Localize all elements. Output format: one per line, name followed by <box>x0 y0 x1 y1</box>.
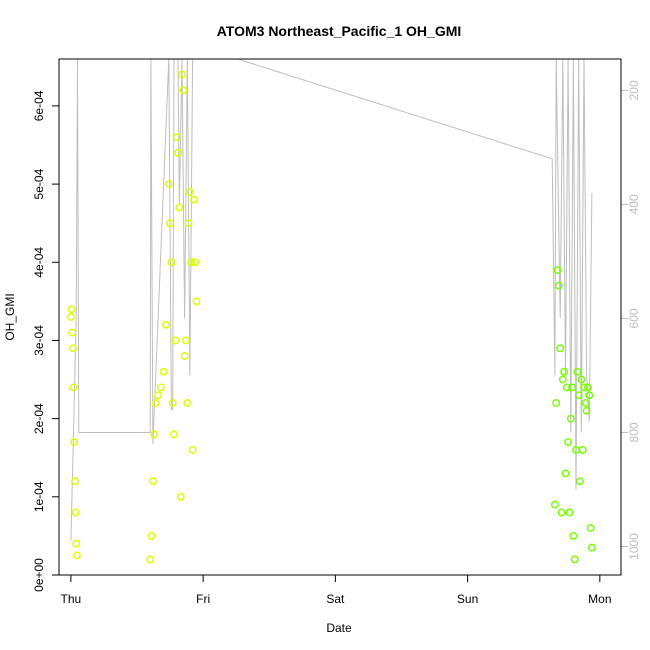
data-point-s1-p28 <box>189 195 198 204</box>
data-point-s2-p25 <box>583 383 592 392</box>
y2-tick-label-3: 800 <box>627 422 641 442</box>
data-point-s1-p27 <box>188 445 197 454</box>
y-axis-label: OH_GMI <box>3 293 17 340</box>
data-point-s2-p21 <box>578 445 587 454</box>
data-point-s2-p20 <box>577 375 586 384</box>
points-layer <box>66 70 596 564</box>
data-point-s1-p30 <box>192 297 201 306</box>
data-point-s2-p7 <box>560 367 569 376</box>
data-point-s1-p23 <box>183 399 192 407</box>
data-point-s0-p0 <box>66 313 75 321</box>
x-tick-label-2: Sat <box>326 592 345 606</box>
data-point-s1-p20 <box>179 86 188 95</box>
data-point-s1-p2 <box>148 477 157 486</box>
data-point-s2-p5 <box>557 508 566 517</box>
data-point-s1-p9 <box>164 180 173 189</box>
data-point-s1-p15 <box>172 133 181 142</box>
data-point-s2-p8 <box>561 469 570 478</box>
y-tick-label-4: 4e-04 <box>32 247 46 278</box>
data-point-s1-p1 <box>147 531 156 540</box>
x-tick-label-3: Sun <box>457 592 478 606</box>
data-point-s0-p8 <box>72 539 81 548</box>
data-point-s2-p11 <box>565 508 574 517</box>
x-axis-label: Date <box>326 621 352 635</box>
data-point-s2-p14 <box>569 531 578 540</box>
data-point-s1-p5 <box>154 391 163 400</box>
data-point-s2-p27 <box>586 524 595 533</box>
x-tick-label-1: Fri <box>196 592 210 606</box>
data-point-s1-p12 <box>168 399 177 407</box>
data-point-s2-p4 <box>556 344 565 353</box>
data-point-s1-p7 <box>159 367 168 376</box>
data-point-s2-p0 <box>550 500 559 509</box>
y-tick-label-2: 2e-04 <box>32 403 46 434</box>
secondary-series-line <box>70 58 593 541</box>
data-point-s2-p26 <box>585 391 594 400</box>
axes-layer: Thu Fri Sat Sun Mon 0e+00 1e-04 2e-04 3e-04 4e-04… <box>32 80 641 606</box>
data-point-s1-p21 <box>180 352 189 361</box>
y2-tick-label-0: 200 <box>627 80 641 100</box>
data-point-s1-p14 <box>171 336 180 345</box>
plot-border <box>58 58 622 576</box>
data-point-s0-p3 <box>68 344 77 353</box>
secondary-series-layer <box>70 58 593 541</box>
data-point-s1-p8 <box>162 320 171 329</box>
data-point-s2-p28 <box>587 543 596 552</box>
y-tick-label-1: 1e-04 <box>32 481 46 512</box>
data-point-s2-p22 <box>580 383 588 392</box>
data-point-s2-p19 <box>576 477 584 486</box>
data-point-s0-p7 <box>71 508 80 517</box>
data-point-s1-p3 <box>150 430 159 439</box>
data-point-s2-p3 <box>554 281 563 290</box>
data-point-s1-p24 <box>184 219 193 228</box>
y2-tick-label-1: 400 <box>627 194 641 214</box>
data-point-s1-p11 <box>167 258 176 267</box>
chart-title: ATOM3 Northeast_Pacific_1 OH_GMI <box>217 23 462 39</box>
data-point-s1-p4 <box>151 399 160 407</box>
y-tick-label-5: 5e-04 <box>32 168 46 199</box>
data-point-s1-p13 <box>170 430 178 439</box>
data-point-s2-p10 <box>564 438 573 447</box>
data-point-s1-p29 <box>191 258 200 267</box>
data-point-s1-p19 <box>178 70 186 79</box>
data-point-s2-p1 <box>552 399 561 407</box>
data-point-s1-p22 <box>181 336 190 345</box>
data-point-s1-p26 <box>187 258 196 267</box>
data-point-s2-p24 <box>582 406 591 415</box>
data-point-s1-p25 <box>185 187 194 196</box>
data-point-s1-p6 <box>156 383 165 392</box>
data-point-s0-p9 <box>72 551 81 560</box>
data-point-s0-p6 <box>70 477 79 486</box>
y-tick-label-6: 6e-04 <box>32 90 46 121</box>
data-point-s1-p16 <box>174 148 182 157</box>
data-point-s2-p2 <box>553 266 562 275</box>
data-point-s1-p10 <box>166 219 175 228</box>
data-point-s0-p1 <box>67 305 76 314</box>
data-point-s1-p18 <box>176 492 185 501</box>
y-tick-label-3: 3e-04 <box>32 325 46 356</box>
y-tick-label-0: 0e+00 <box>32 558 46 592</box>
data-point-s0-p5 <box>70 438 79 447</box>
data-point-s2-p15 <box>570 555 579 564</box>
data-point-s2-p17 <box>573 367 582 376</box>
x-tick-label-4: Mon <box>588 592 611 606</box>
data-point-s1-p0 <box>146 555 155 564</box>
data-point-s1-p17 <box>175 203 184 212</box>
data-point-s0-p4 <box>69 383 78 392</box>
data-point-s0-p2 <box>68 328 77 337</box>
data-point-s2-p23 <box>581 399 590 407</box>
data-point-s2-p13 <box>568 383 577 392</box>
y2-tick-label-4: 1000 <box>627 533 641 560</box>
x-tick-label-0: Thu <box>61 592 82 606</box>
data-point-s2-p9 <box>562 383 571 392</box>
data-point-s2-p6 <box>558 375 567 384</box>
y2-tick-label-2: 600 <box>627 308 641 328</box>
data-point-s2-p18 <box>574 391 583 400</box>
data-point-s2-p12 <box>566 414 575 423</box>
